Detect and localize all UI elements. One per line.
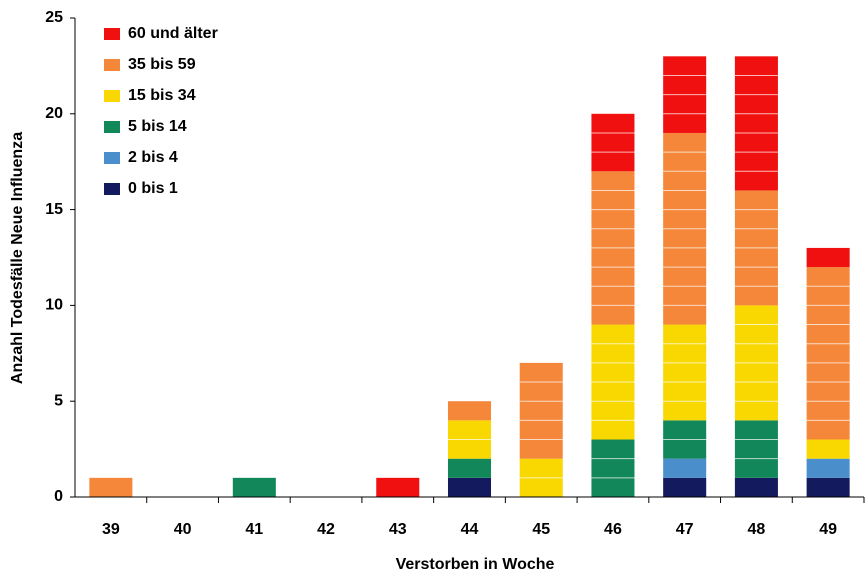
x-tick-label: 46 (604, 521, 622, 538)
x-tick-label: 44 (461, 521, 479, 538)
legend-swatch (104, 121, 120, 133)
bar-segment (591, 439, 635, 497)
y-tick-label: 20 (45, 105, 63, 122)
bar-segment (447, 477, 492, 497)
bar-segment (806, 477, 850, 497)
y-tick-label: 5 (54, 392, 63, 409)
bar-segment (591, 113, 635, 172)
legend-swatch (104, 90, 120, 102)
bar-segment (376, 477, 420, 497)
x-tick-label: 49 (819, 521, 837, 538)
legend-label: 15 bis 34 (128, 87, 196, 104)
bar-segment (447, 458, 492, 478)
legend-label: 2 bis 4 (128, 149, 178, 166)
x-tick-label: 43 (389, 521, 407, 538)
bar-segment (806, 439, 850, 459)
y-tick-label: 0 (54, 488, 63, 505)
bar-segment (663, 324, 707, 421)
legend-swatch (104, 59, 120, 71)
x-tick-label: 48 (748, 521, 766, 538)
y-tick-label: 25 (45, 9, 63, 26)
x-tick-label: 42 (317, 521, 335, 538)
bar-segment (447, 401, 492, 421)
y-tick-label: 15 (45, 201, 63, 218)
bar-segment (519, 362, 563, 459)
bar-segment (806, 267, 850, 440)
x-tick-label: 41 (245, 521, 263, 538)
bar-segment (663, 477, 707, 497)
bar-segment (734, 477, 778, 497)
bar-segment (806, 458, 850, 478)
bar-segment (734, 420, 778, 478)
legend-label: 35 bis 59 (128, 56, 196, 73)
legend-label: 60 und älter (128, 25, 218, 42)
legend-label: 5 bis 14 (128, 118, 187, 135)
legend-swatch (104, 152, 120, 164)
legend-label: 0 bis 1 (128, 180, 178, 197)
bar-segment (806, 247, 850, 268)
bar-segment (232, 477, 276, 497)
x-tick-label: 40 (174, 521, 192, 538)
bar-segment (89, 477, 133, 497)
x-tick-label: 39 (102, 521, 120, 538)
x-tick-label: 47 (676, 521, 694, 538)
x-tick-label: 45 (532, 521, 550, 538)
x-axis-title: Verstorben in Woche (396, 556, 555, 573)
y-tick-label: 10 (45, 297, 63, 314)
legend-swatch (104, 183, 120, 195)
bar-segment (734, 56, 778, 191)
y-axis-title: Anzahl Todesfälle Neue Influenza (9, 132, 26, 384)
bar-segment (663, 458, 707, 478)
legend-swatch (104, 28, 120, 40)
